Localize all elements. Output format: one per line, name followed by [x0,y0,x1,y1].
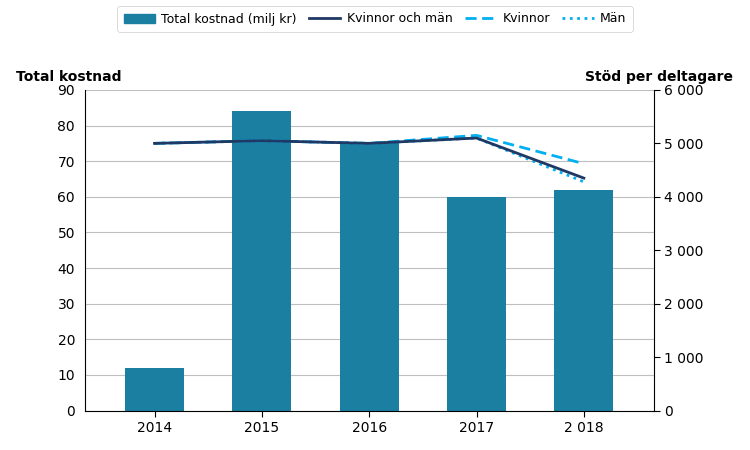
Text: Total kostnad: Total kostnad [16,69,122,84]
Bar [125,368,184,410]
Bar [447,197,506,410]
Bar [232,111,291,410]
Legend: Total kostnad (milj kr), Kvinnor och män, Kvinnor, Män: Total kostnad (milj kr), Kvinnor och män… [118,6,632,32]
Bar [554,190,614,410]
Bar [340,144,399,410]
Text: Stöd per deltagare: Stöd per deltagare [585,69,734,84]
